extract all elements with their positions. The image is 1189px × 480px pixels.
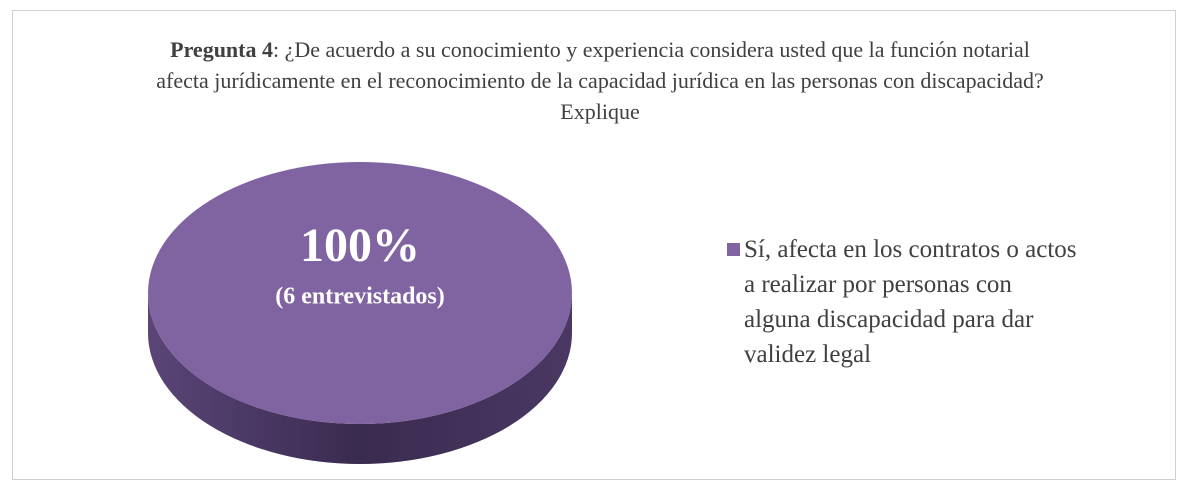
data-label: 100% bbox=[300, 219, 420, 272]
title-text: : ¿De acuerdo a su conocimiento y experi… bbox=[156, 37, 1044, 124]
legend: Sí, afecta en los contratos o actos a re… bbox=[727, 232, 1077, 372]
pie-side bbox=[148, 293, 572, 464]
chart-title: Pregunta 4: ¿De acuerdo a su conocimient… bbox=[150, 34, 1050, 127]
title-prefix: Pregunta 4 bbox=[170, 37, 273, 62]
chart: 100% (6 entrevistados) bbox=[148, 162, 572, 464]
legend-swatch bbox=[727, 243, 740, 256]
data-label-count: (6 entrevistados) bbox=[275, 284, 445, 310]
pie-slice bbox=[148, 162, 572, 424]
page: 100% (6 entrevistados) Pregunta 4: ¿De ac… bbox=[12, 10, 1176, 480]
legend-label: Sí, afecta en los contratos o actos a re… bbox=[744, 236, 1077, 368]
